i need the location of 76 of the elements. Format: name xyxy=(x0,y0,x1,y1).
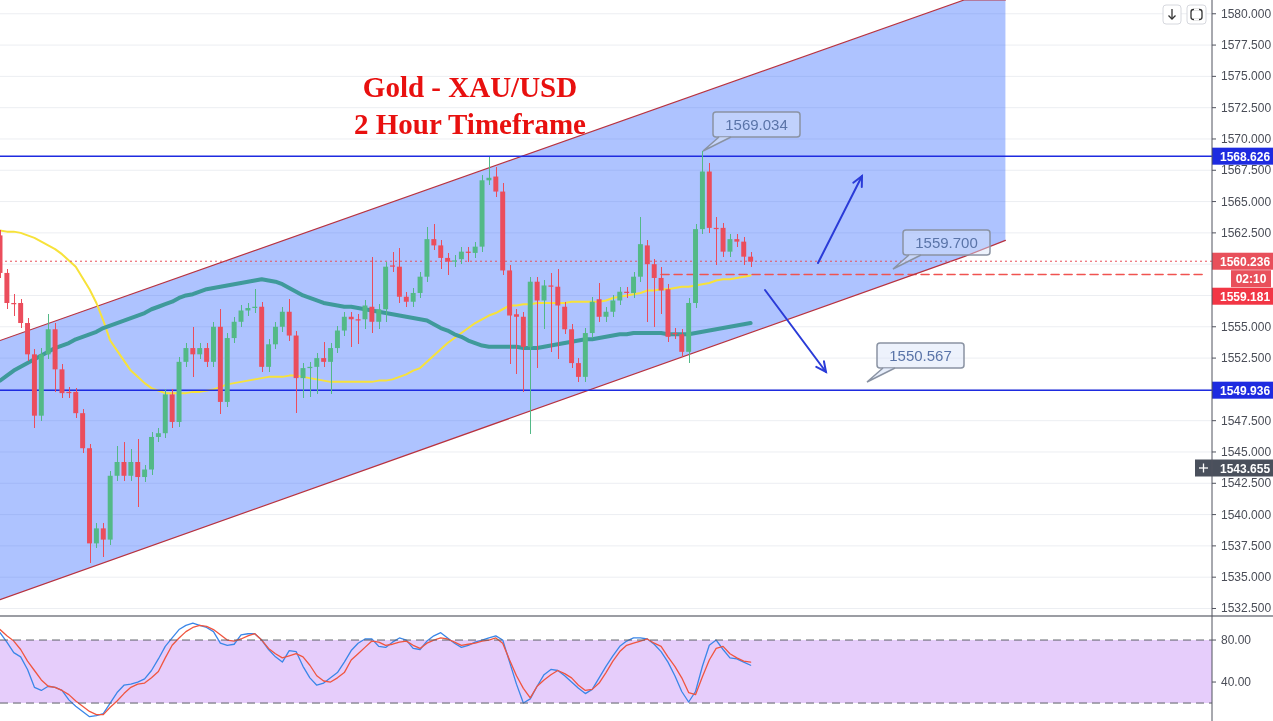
candlestick xyxy=(314,352,320,395)
y-tick-label: 1580.000 xyxy=(1221,6,1272,21)
candlestick xyxy=(73,387,79,419)
candlestick xyxy=(279,306,285,333)
candlestick xyxy=(376,303,382,330)
y-tick-label: 1570.000 xyxy=(1221,131,1272,146)
annotation: 1550.567 xyxy=(889,346,952,364)
ref-line-label: 1549.936 xyxy=(1220,383,1271,398)
y-tick-label: 1555.000 xyxy=(1221,319,1272,334)
candlestick xyxy=(328,342,334,395)
candlestick xyxy=(617,286,623,307)
candlestick xyxy=(417,271,423,299)
candlestick xyxy=(362,299,368,330)
candlestick xyxy=(18,298,24,329)
y-tick-label: 1545.000 xyxy=(1221,444,1272,459)
candlestick xyxy=(548,272,554,353)
y-tick-label: 1547.500 xyxy=(1221,413,1272,428)
annotation: 1559.700 xyxy=(915,233,978,251)
text: 1559.181 xyxy=(1220,289,1271,304)
y-tick-label: 1562.500 xyxy=(1221,225,1272,240)
candlestick xyxy=(128,448,134,482)
candlestick xyxy=(534,276,540,369)
candlestick xyxy=(121,441,127,482)
candlestick xyxy=(238,304,244,328)
line-series xyxy=(0,229,752,395)
candlestick xyxy=(679,328,685,358)
candlestick xyxy=(100,522,106,558)
candlestick xyxy=(355,313,361,345)
y-tick-label: 1535.000 xyxy=(1221,570,1272,585)
candlestick xyxy=(610,294,616,318)
y-tick-label: 1572.500 xyxy=(1221,100,1272,115)
candlestick xyxy=(59,363,65,399)
annotation: 1569.034 xyxy=(725,115,788,133)
candlestick xyxy=(341,311,347,337)
candlestick xyxy=(555,268,561,360)
text: 02:10 xyxy=(1235,272,1267,287)
candlestick xyxy=(334,324,340,354)
y-tick-label: 1565.000 xyxy=(1221,194,1272,209)
candlestick xyxy=(135,438,141,508)
candlestick xyxy=(272,321,278,350)
line-series xyxy=(0,277,753,383)
candlestick xyxy=(266,338,272,373)
y-tick-label: 1540.000 xyxy=(1221,507,1272,522)
candlestick xyxy=(183,342,189,368)
candlestick xyxy=(562,301,568,335)
y-tick-label: 80.00 xyxy=(1221,633,1252,648)
y-tick-label: 1567.500 xyxy=(1221,163,1272,178)
candlestick xyxy=(596,282,602,323)
text: 1543.655 xyxy=(1220,461,1271,476)
candlestick xyxy=(321,341,327,368)
candlestick xyxy=(514,308,519,375)
candlestick xyxy=(727,233,733,258)
y-tick-label: 40.00 xyxy=(1221,675,1252,690)
candlestick xyxy=(231,316,237,344)
text: Gold - XAU/USD xyxy=(362,71,578,103)
candlestick xyxy=(410,287,416,308)
candlestick xyxy=(286,298,292,342)
candlestick xyxy=(575,357,581,383)
candlestick xyxy=(204,342,210,368)
candlestick xyxy=(493,165,499,198)
candlestick xyxy=(93,522,99,549)
y-tick-label: 1577.500 xyxy=(1221,38,1272,53)
y-tick-label: 1532.500 xyxy=(1221,601,1272,616)
candlestick xyxy=(114,445,120,482)
ref-line-label: 1560.236 xyxy=(1220,254,1271,269)
candlestick xyxy=(541,279,547,330)
candlestick xyxy=(431,223,437,252)
y-tick-label: 1552.500 xyxy=(1221,351,1272,366)
candlestick xyxy=(631,271,637,299)
ref-line-label: 1568.626 xyxy=(1220,149,1271,164)
candlestick xyxy=(720,222,726,258)
y-tick-label: 1542.500 xyxy=(1221,476,1272,491)
y-tick-label: 1575.000 xyxy=(1221,69,1272,84)
text: 2 Hour Timeframe xyxy=(354,108,587,140)
candlestick xyxy=(190,326,196,378)
y-tick-label: 1537.500 xyxy=(1221,538,1272,553)
